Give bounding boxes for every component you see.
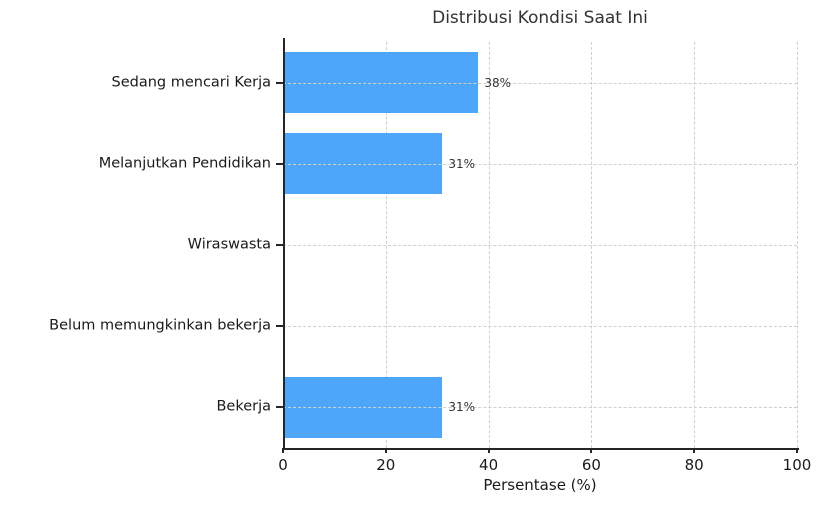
x-tick-mark: [487, 448, 490, 453]
category-label: Sedang mencari Kerja: [111, 74, 272, 91]
y-gridline: [283, 245, 797, 246]
x-gridline: [797, 42, 798, 448]
bar-value-label: 31%: [448, 400, 475, 415]
category-label: Melanjutkan Pendidikan: [98, 155, 271, 172]
x-tick-label: 20: [376, 456, 396, 474]
x-tick-label: 0: [278, 456, 288, 474]
x-tick-label: 100: [782, 456, 812, 474]
category-label: Belum memungkinkan bekerja: [49, 317, 271, 334]
x-tick-mark: [282, 448, 284, 453]
category-label: Wiraswasta: [187, 236, 271, 253]
x-tick-mark: [693, 448, 696, 453]
x-tick-mark: [384, 448, 387, 453]
y-tick-mark: [276, 325, 283, 328]
y-tick-mark: [276, 406, 283, 409]
x-tick-label: 60: [581, 456, 601, 474]
x-axis-spine: [283, 448, 799, 450]
x-tick-mark: [590, 448, 593, 453]
x-tick-label: 80: [684, 456, 704, 474]
category-label: Bekerja: [216, 399, 271, 416]
y-gridline: [283, 407, 797, 409]
y-gridline: [283, 163, 797, 165]
y-tick-mark: [276, 244, 283, 246]
y-tick-mark: [276, 162, 283, 165]
y-tick-mark: [276, 81, 283, 84]
bar-value-label: 31%: [448, 156, 475, 171]
y-gridline: [283, 82, 797, 84]
x-tick-label: 40: [479, 456, 499, 474]
x-axis-label: Persentase (%): [483, 476, 597, 494]
x-tick-mark: [796, 448, 798, 453]
chart-plot-area: 0 20 40 60 80 100 Sedang mencari Kerja 38% Melan…: [49, 38, 811, 474]
chart-title: Distribusi Kondisi Saat Ini: [432, 8, 648, 28]
bar-value-label: 38%: [484, 75, 511, 90]
y-axis-spine: [283, 38, 285, 448]
y-gridline: [283, 326, 797, 328]
